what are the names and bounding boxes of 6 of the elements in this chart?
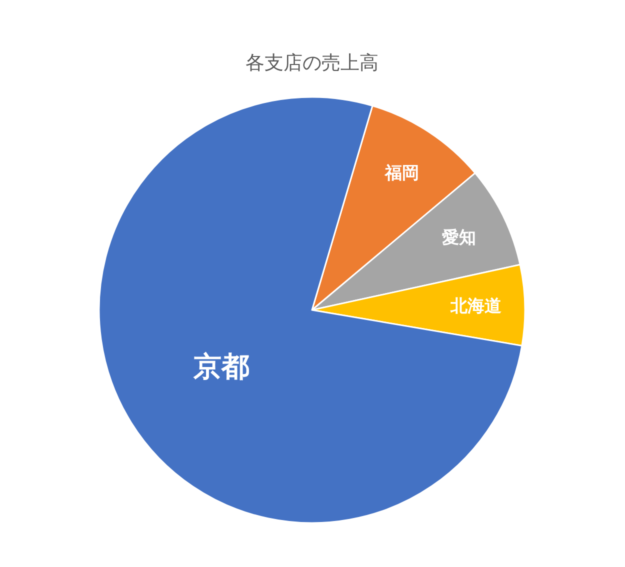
slice-label: 京都 xyxy=(192,350,250,382)
pie-slice xyxy=(98,96,523,524)
slice-label: 福岡 xyxy=(384,163,419,182)
slice-label: 愛知 xyxy=(442,228,476,248)
slice-label: 北海道 xyxy=(449,296,502,316)
chart-title: 各支店の売上高 xyxy=(246,52,378,74)
